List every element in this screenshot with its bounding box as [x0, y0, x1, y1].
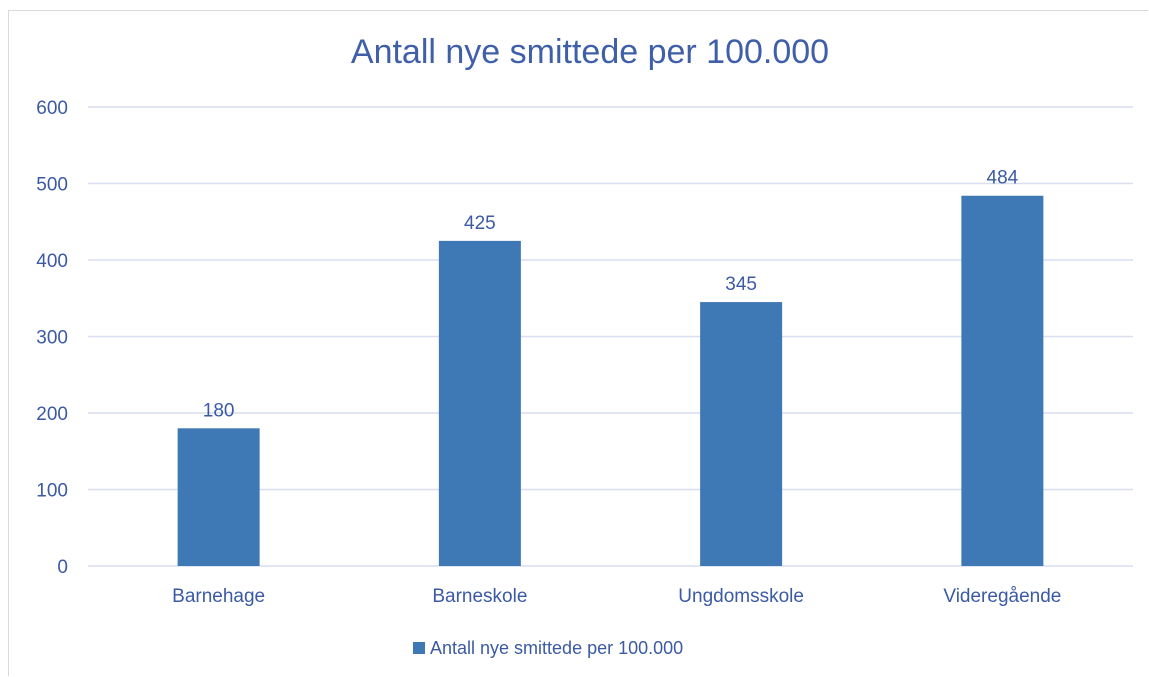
category-label: Barnehage: [172, 586, 265, 607]
y-tick-label: 500: [36, 175, 68, 196]
x-axis-category-labels: Barnehage Barneskole Ungdomsskole Videregåe…: [172, 586, 1061, 607]
data-label: 345: [725, 274, 757, 295]
y-axis-tick-labels: 0 100 200 300 400 500 600: [36, 98, 68, 578]
bar: [961, 195, 1044, 567]
category-label: Videregående: [943, 586, 1061, 607]
category-label: Ungdomsskole: [678, 586, 804, 607]
gridlines: [88, 106, 1133, 567]
y-tick-label: 400: [36, 251, 68, 272]
data-label: 180: [203, 400, 235, 421]
legend: Antall nye smittede per 100.000: [413, 638, 683, 658]
legend-swatch: [413, 642, 425, 654]
data-labels: 180 425 345 484: [203, 168, 1019, 422]
y-tick-label: 300: [36, 328, 68, 349]
chart-title: Antall nye smittede per 100.000: [351, 33, 829, 71]
bars: [177, 195, 1044, 567]
data-label: 425: [464, 213, 496, 234]
bar: [438, 240, 521, 566]
category-label: Barneskole: [432, 586, 527, 607]
y-tick-label: 0: [57, 557, 68, 578]
y-tick-label: 200: [36, 404, 68, 425]
legend-label: Antall nye smittede per 100.000: [430, 638, 683, 658]
data-label: 484: [987, 168, 1019, 189]
y-tick-label: 100: [36, 481, 68, 502]
y-tick-label: 600: [36, 98, 68, 119]
chart-frame: [8, 10, 1148, 676]
bar: [700, 302, 783, 566]
bar: [177, 428, 260, 566]
